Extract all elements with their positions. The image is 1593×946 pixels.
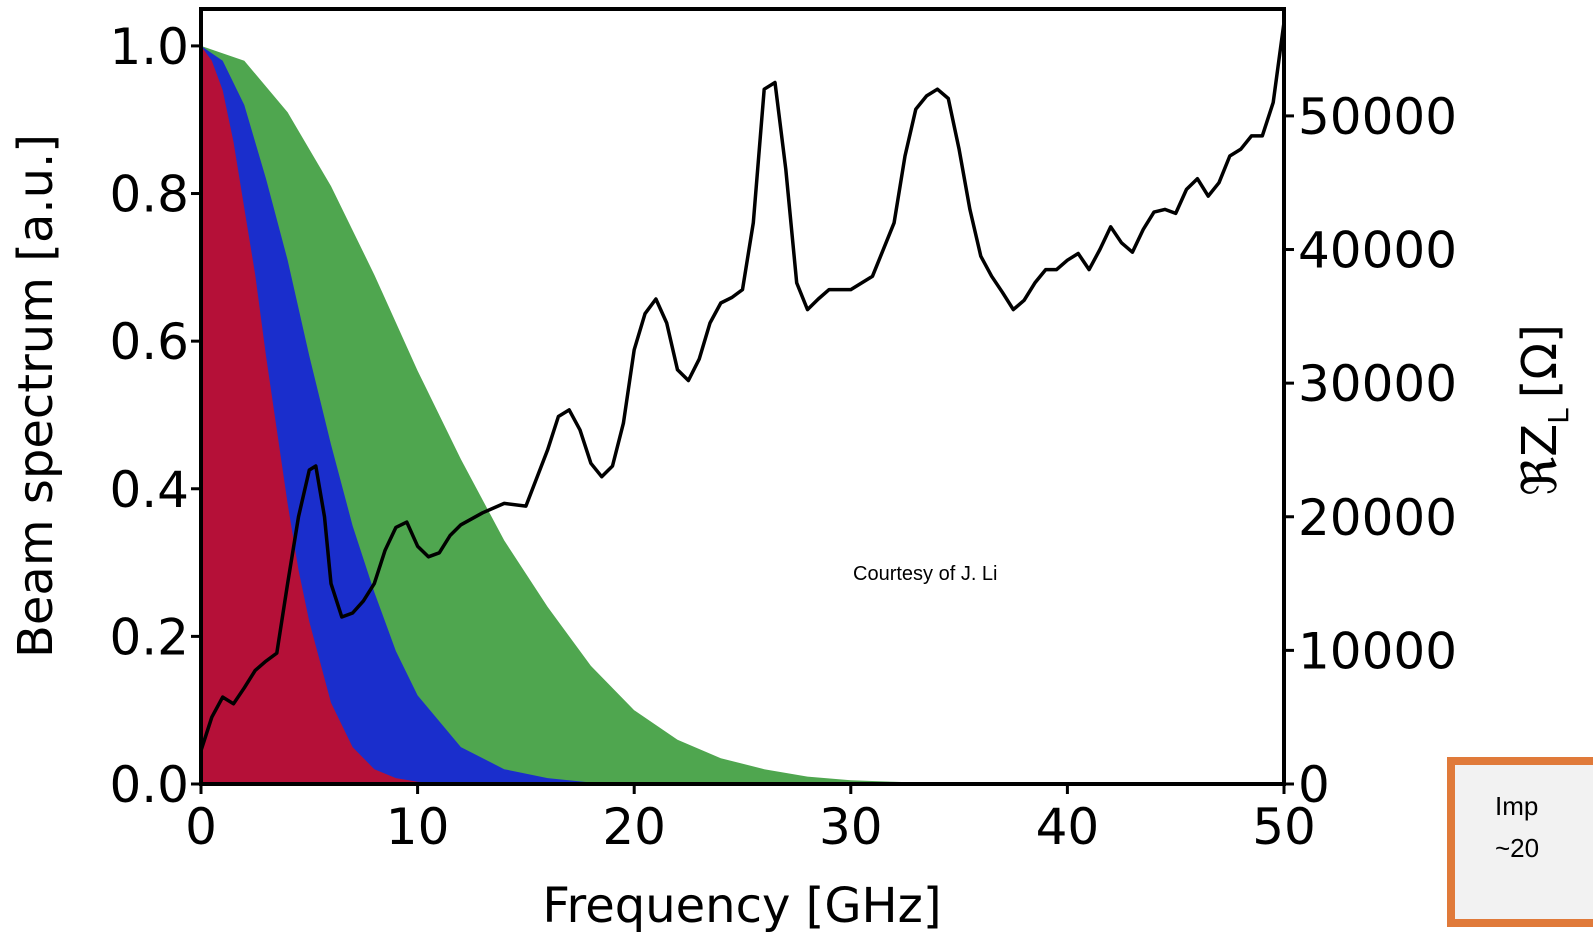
- x-tick-label: 0: [185, 798, 217, 856]
- y-left-tick-label: 0.4: [109, 461, 189, 519]
- x-tick-label: 10: [386, 798, 450, 856]
- beam-spectrum-area-3: [201, 45, 1284, 784]
- y-right-tick-label: 50000: [1298, 88, 1457, 146]
- plot-frame: [199, 7, 1286, 786]
- x-axis-ticks: 0 10 20 30 40 50: [185, 784, 1316, 856]
- y-right-axis-symbol: ℜZ: [1512, 424, 1568, 496]
- x-tick-label: 40: [1036, 798, 1100, 856]
- y-right-tick-label: 40000: [1298, 222, 1457, 280]
- x-axis-title: Frequency [GHz]: [542, 878, 941, 934]
- y-right-axis-title: ℜZL [Ω]: [1512, 324, 1575, 496]
- y-right-tick-label: 20000: [1298, 489, 1457, 547]
- y-left-tick-label: 0.8: [109, 166, 189, 224]
- y-left-axis-ticks: 0.0 0.2 0.4 0.6 0.8 1.0: [109, 18, 201, 814]
- x-tick-label: 20: [602, 798, 666, 856]
- callout-box: Imp ~20: [1447, 757, 1593, 927]
- y-left-tick-label: 0.2: [109, 608, 189, 666]
- beam-spectrum-area-1: [201, 45, 1284, 784]
- y-left-tick-label: 1.0: [109, 18, 189, 76]
- beam-spectrum-areas: [201, 45, 1284, 784]
- impedance-line: [199, 22, 1286, 752]
- x-tick-label: 50: [1252, 798, 1316, 856]
- courtesy-annotation: Courtesy of J. Li: [853, 563, 998, 585]
- x-tick-label: 30: [819, 798, 883, 856]
- impedance-curve-group: [199, 22, 1286, 752]
- callout-line-1: Imp: [1495, 791, 1539, 821]
- y-right-axis-subscript: L: [1542, 408, 1575, 424]
- y-right-axis-ticks: 0 10000 20000 30000 40000 50000: [1284, 88, 1457, 814]
- y-right-tick-label: 10000: [1298, 622, 1457, 680]
- callout-line-2: ~20: [1495, 833, 1540, 863]
- y-right-tick-label: 0: [1298, 756, 1330, 814]
- y-right-axis-unit: [Ω]: [1512, 324, 1568, 398]
- y-left-tick-label: 0.0: [109, 756, 189, 814]
- y-left-axis-title: Beam spectrum [a.u.]: [8, 134, 64, 658]
- y-right-tick-label: 30000: [1298, 355, 1457, 413]
- y-left-tick-label: 0.6: [109, 313, 189, 371]
